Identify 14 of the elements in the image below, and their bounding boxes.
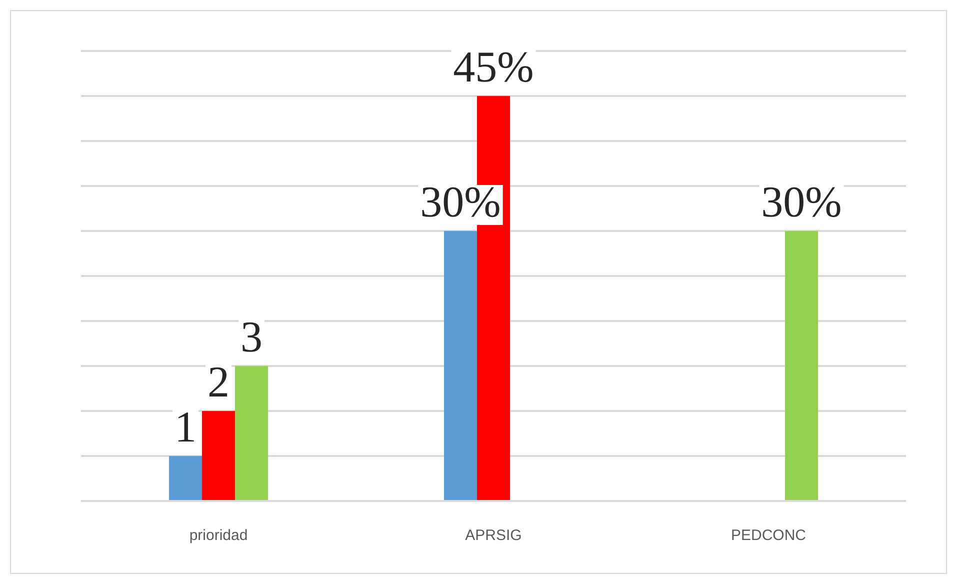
bar bbox=[169, 456, 202, 500]
bar bbox=[785, 231, 818, 500]
bar bbox=[202, 411, 235, 500]
bar bbox=[444, 231, 477, 500]
bar bbox=[235, 366, 268, 500]
annotation: 1 bbox=[174, 402, 196, 452]
data-label: 30% bbox=[761, 178, 842, 227]
x-tick-label: prioridad bbox=[189, 527, 248, 544]
data-label: 45% bbox=[453, 42, 534, 92]
x-tick-label: PEDCONC bbox=[730, 527, 806, 544]
annotation: 2 bbox=[208, 358, 230, 407]
annotation: 3 bbox=[240, 312, 262, 362]
x-tick-label: APRSIG bbox=[465, 527, 522, 544]
data-label: 30% bbox=[420, 178, 501, 227]
